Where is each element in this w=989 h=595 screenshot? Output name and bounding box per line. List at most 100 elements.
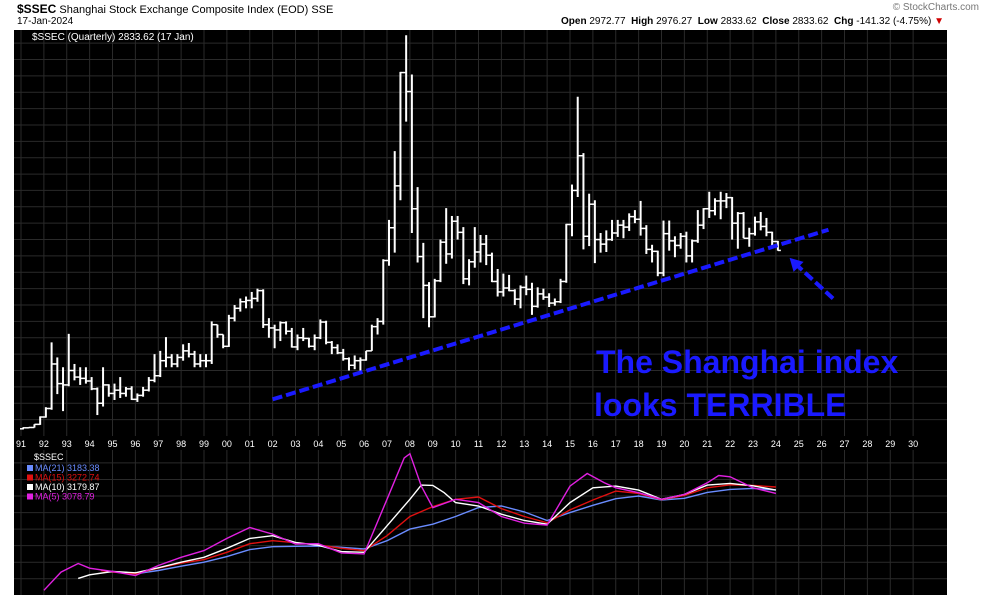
ohlc-bar [145,377,152,392]
ohlc-bar [225,314,232,348]
ohlc-bar [586,193,593,247]
ohlc-bar [71,363,78,381]
ohlc-bar [54,357,61,395]
y-tick-label: 2000 [950,301,970,311]
annotation-line-1: The Shanghai index [596,344,898,380]
ohlc-bar [37,416,44,426]
ohlc-bar [460,227,467,285]
ohlc-bar [214,323,221,338]
x-axis-strip [14,436,947,450]
ohlc-bar [511,289,518,306]
ohlc-bar [683,231,690,263]
x-tick-label: 07 [382,439,392,449]
ma-y-tick-label: 1500 [950,541,970,551]
ohlc-bar [368,324,375,352]
ohlc-bar [317,319,324,340]
x-tick-label: 24 [771,439,781,449]
ohlc-bar [140,386,147,397]
x-tick-label: 96 [130,439,140,449]
x-tick-label: 10 [451,439,461,449]
ohlc-bar [25,426,32,429]
ma-y-tick-label: 3500 [950,475,970,485]
ohlc-bar [283,321,290,335]
ohlc-bar [94,387,101,416]
ohlc-bar [20,427,26,430]
x-tick-label: 99 [199,439,209,449]
high-label: High [631,16,654,27]
chart-date: 17-Jan-2024 [17,16,74,27]
ohlc-bar [311,334,318,351]
ohlc-bar [88,377,95,391]
ohlc-bar [717,191,724,220]
ohlc-bar [626,213,633,232]
y-tick-label: 2750 [950,251,970,261]
ohlc-bar [769,231,776,248]
ohlc-bar [208,321,215,364]
ohlc-bar [557,278,564,304]
ohlc-bar [700,208,707,230]
ma-y-tick-label: 4000 [950,458,970,468]
ma-panel-bg [14,450,947,595]
y-tick-label: 4750 [950,120,970,130]
ohlc-bar [357,357,364,371]
ohlc-bar [540,288,547,300]
x-tick-label: 17 [611,439,621,449]
y-tick-label: 250 [950,415,965,425]
ohlc-bar [631,210,638,224]
ohlc-bar [431,278,438,318]
x-tick-label: 92 [39,439,49,449]
ma-y-tick-label: 500 [950,574,965,584]
open-value: 2972.77 [589,16,626,27]
ohlc-bar [763,217,770,237]
x-tick-label: 94 [85,439,95,449]
y-tick-label: 1500 [950,333,970,343]
ohlc-bar [494,269,501,297]
y-tick-label: 3000 [950,235,970,245]
x-tick-label: 14 [542,439,552,449]
x-tick-label: 12 [496,439,506,449]
ohlc-bar [740,212,747,239]
ohlc-bar [351,355,358,370]
ohlc-bar [340,348,347,361]
ohlc-bar [197,354,204,368]
price-legend: $SSEC (Quarterly) 2833.62 (17 Jan) [32,32,194,43]
ohlc-bar [323,320,330,345]
ohlc-bar [180,344,187,361]
x-tick-label: 03 [290,439,300,449]
y-tick-label: 750 [950,382,965,392]
y-tick-label: 5500 [950,71,970,81]
x-tick-label: 93 [62,439,72,449]
ma-legend-title: $SSEC [34,452,64,462]
ohlc-bar [637,200,644,236]
ma-y-tick-label: 3000 [950,492,970,502]
ohlc-bar [328,341,335,355]
ohlc-bar [671,236,678,258]
x-tick-label: 25 [794,439,804,449]
ohlc-bar [706,191,713,218]
stockcharts-logo[interactable]: © StockCharts.com [892,2,979,13]
ohlc-bar [391,151,398,253]
ohlc-bar [185,343,192,358]
y-tick-label: 5000 [950,104,970,114]
x-tick-label: 23 [748,439,758,449]
ma-legend-swatch [27,493,33,500]
ohlc-bar [734,212,741,249]
x-tick-label: 20 [679,439,689,449]
ohlc-bar [614,219,621,237]
ma-legend-label: MA(10) 3179.87 [35,482,100,492]
ma-line [43,452,777,591]
ohlc-bar [403,35,410,122]
y-tick-label: 500 [950,399,965,409]
x-tick-label: 01 [245,439,255,449]
ohlc-bar [271,324,278,349]
ohlc-bar [277,321,284,342]
ohlc-bar [437,239,444,283]
ohlc-bar [168,354,175,368]
ohlc-bar [203,354,209,368]
ohlc-bar [265,318,272,338]
ohlc-bar [694,210,701,243]
ohlc-bar [483,234,490,266]
ohlc-readout: Open 2972.77 High 2976.27 Low 2833.62 Cl… [561,16,944,27]
ma-legend-swatch [27,474,33,481]
close-value: 2833.62 [792,16,829,27]
